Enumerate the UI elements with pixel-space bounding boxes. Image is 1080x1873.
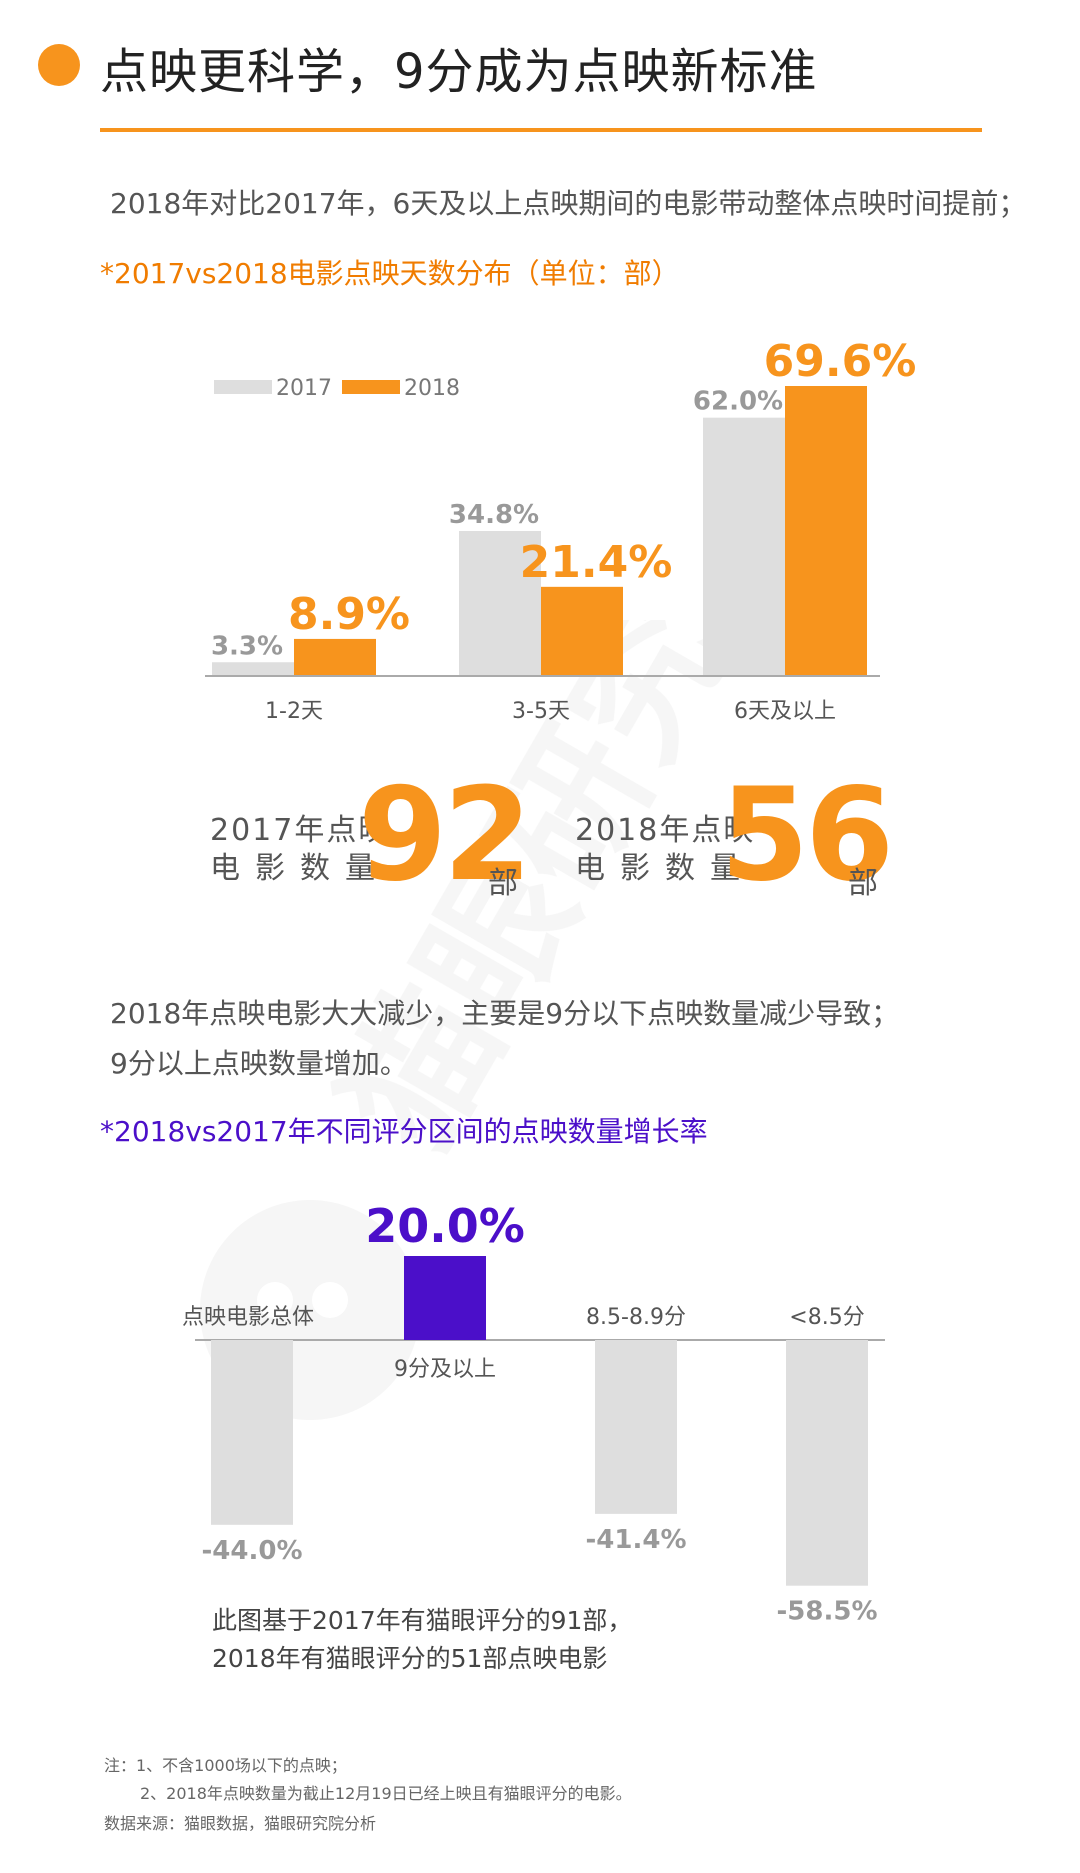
bar-1	[404, 1256, 486, 1340]
count-2018-label: 2018年点映 电影数量	[575, 812, 755, 888]
data-label-2018-2: 69.6%	[764, 336, 917, 387]
count-2017-label-line1: 2017年点映	[210, 813, 391, 848]
category-label-2: 8.5-8.9分	[586, 1305, 686, 1330]
data-label-2017-2: 62.0%	[693, 387, 783, 417]
bar-2018-2	[785, 386, 867, 676]
section1-description: 2018年对比2017年，6天及以上点映期间的电影带动整体点映时间提前；	[110, 187, 1027, 220]
data-label-2: -41.4%	[586, 1525, 687, 1555]
bar-2018-1	[541, 586, 623, 676]
chart-note: 此图基于2017年有猫眼评分的91部， 2018年有猫眼评分的51部点映电影	[212, 1602, 632, 1678]
footnote-source: 数据来源：猫眼数据，猫眼研究院分析	[104, 1814, 377, 1833]
count-2018-label-line2: 电影数量	[575, 851, 755, 886]
chart-release-days-distribution: 2017 20183.3%8.9%1-2天34.8%21.4%3-5天62.0%6…	[205, 336, 917, 724]
count-2017-number: 92	[358, 761, 532, 910]
count-2017-label-line2: 电影数量	[210, 851, 390, 886]
data-label-0: -44.0%	[202, 1536, 303, 1566]
footnote-line2: 2、2018年点映数量为截止12月19日已经上映且有猫眼评分的电影。	[140, 1784, 632, 1803]
chart-note-line2: 2018年有猫眼评分的51部点映电影	[212, 1644, 608, 1673]
bar-2	[595, 1340, 677, 1514]
category-label-0: 1-2天	[265, 699, 323, 724]
count-2018-label-line1: 2018年点映	[575, 813, 756, 848]
chart-rating-growth-rate: -44.0% 点映电影总体 20.0% 9分及以上 -41.4% 8.5-8.9分 -58.…	[182, 1199, 885, 1627]
legend-swatch-2017	[214, 380, 272, 394]
category-label-1: 3-5天	[512, 699, 570, 724]
bar-0	[211, 1340, 293, 1525]
section1-chart-subtitle: *2017vs2018电影点映天数分布（单位：部）	[100, 257, 680, 290]
count-2018-number: 56	[720, 761, 894, 910]
count-2017-label: 2017年点映 电影数量	[210, 812, 390, 888]
data-label-2018-0: 8.9%	[288, 589, 410, 640]
legend-label-2017: 2017	[276, 376, 332, 401]
footnote-line1: 注：1、不含1000场以下的点映；	[104, 1756, 347, 1775]
data-label-3: -58.5%	[777, 1597, 878, 1627]
section2-description-line2: 9分以上点映数量增加。	[110, 1047, 408, 1080]
bar-2017-1	[459, 531, 541, 676]
bar-3	[786, 1340, 868, 1586]
data-label-2017-0: 3.3%	[211, 631, 283, 661]
legend-swatch-2018	[342, 380, 400, 394]
data-label-2017-1: 34.8%	[449, 500, 539, 530]
chart-note-line1: 此图基于2017年有猫眼评分的91部，	[212, 1606, 633, 1635]
legend-label-2018: 2018	[404, 376, 460, 401]
section2-description-line1: 2018年点映电影大大减少，主要是9分以下点映数量减少导致；	[110, 997, 900, 1030]
count-2018-unit: 部	[848, 866, 878, 901]
bar-2018-0	[294, 638, 376, 676]
category-label-2: 6天及以上	[734, 699, 836, 724]
count-2017-unit: 部	[488, 866, 518, 901]
title-divider	[100, 128, 982, 132]
bar-2017-2	[703, 417, 785, 676]
category-label-1: 9分及以上	[394, 1357, 496, 1382]
category-label-3: <8.5分	[789, 1305, 864, 1330]
section2-chart-subtitle: *2018vs2017年不同评分区间的点映数量增长率	[100, 1115, 708, 1148]
category-label-0: 点映电影总体	[182, 1305, 314, 1330]
data-label-1: 20.0%	[365, 1199, 525, 1253]
page-title: 点映更科学，9分成为点映新标准	[100, 44, 818, 100]
data-label-2018-1: 21.4%	[520, 537, 673, 588]
title-bullet-icon	[38, 44, 80, 86]
bar-2017-0	[212, 662, 294, 676]
